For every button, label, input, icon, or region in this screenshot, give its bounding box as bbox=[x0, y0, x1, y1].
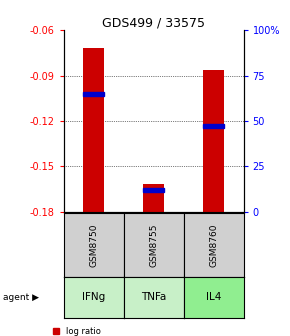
Bar bbox=[203, 124, 224, 128]
Text: IL4: IL4 bbox=[206, 292, 221, 302]
Bar bbox=[143, 188, 164, 192]
Text: agent ▶: agent ▶ bbox=[3, 293, 39, 302]
Text: GSM8760: GSM8760 bbox=[209, 223, 218, 267]
Title: GDS499 / 33575: GDS499 / 33575 bbox=[102, 16, 205, 29]
Text: GSM8755: GSM8755 bbox=[149, 223, 158, 267]
Legend: log ratio, percentile rank within the sample: log ratio, percentile rank within the sa… bbox=[53, 327, 208, 336]
Bar bbox=[83, 92, 104, 96]
Bar bbox=[83, 48, 104, 212]
Text: GSM8750: GSM8750 bbox=[89, 223, 98, 267]
Bar bbox=[203, 70, 224, 212]
Text: IFNg: IFNg bbox=[82, 292, 105, 302]
Text: TNFa: TNFa bbox=[141, 292, 166, 302]
Bar bbox=[143, 184, 164, 212]
